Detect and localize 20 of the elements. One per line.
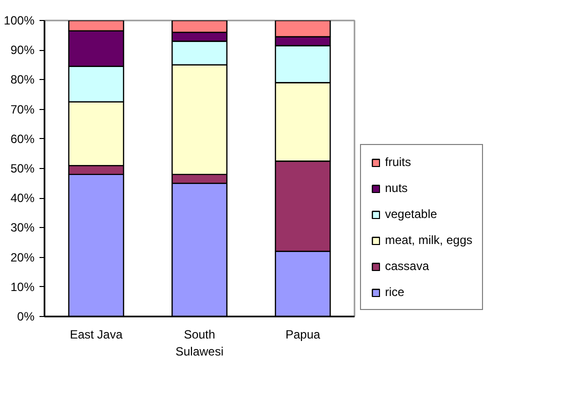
y-tick-label: 60% <box>10 132 35 146</box>
y-tick-label: 30% <box>10 220 35 235</box>
x-tick-label: South Sulawesi <box>175 328 224 358</box>
legend-label: fruits <box>385 155 412 169</box>
y-tick-label: 0% <box>17 310 35 324</box>
y-tick-label: 70% <box>10 102 35 116</box>
y-tick-label: 100% <box>4 14 35 28</box>
y-tick-label: 90% <box>10 43 35 58</box>
x-tick-label: Papua <box>285 328 321 342</box>
y-tick-label: 80% <box>10 72 35 87</box>
y-tick-label: 20% <box>10 250 35 264</box>
legend-label: nuts <box>385 181 408 195</box>
y-tick-label: 40% <box>10 191 35 206</box>
legend-label: vegetable <box>385 207 438 221</box>
y-tick-label: 50% <box>10 162 35 176</box>
legend-label: meat, milk, eggs <box>385 233 472 247</box>
x-tick-label: East Java <box>70 328 123 342</box>
legend-label: cassava <box>385 259 430 273</box>
y-tick-label: 10% <box>10 280 35 294</box>
legend-label: rice <box>385 285 405 299</box>
